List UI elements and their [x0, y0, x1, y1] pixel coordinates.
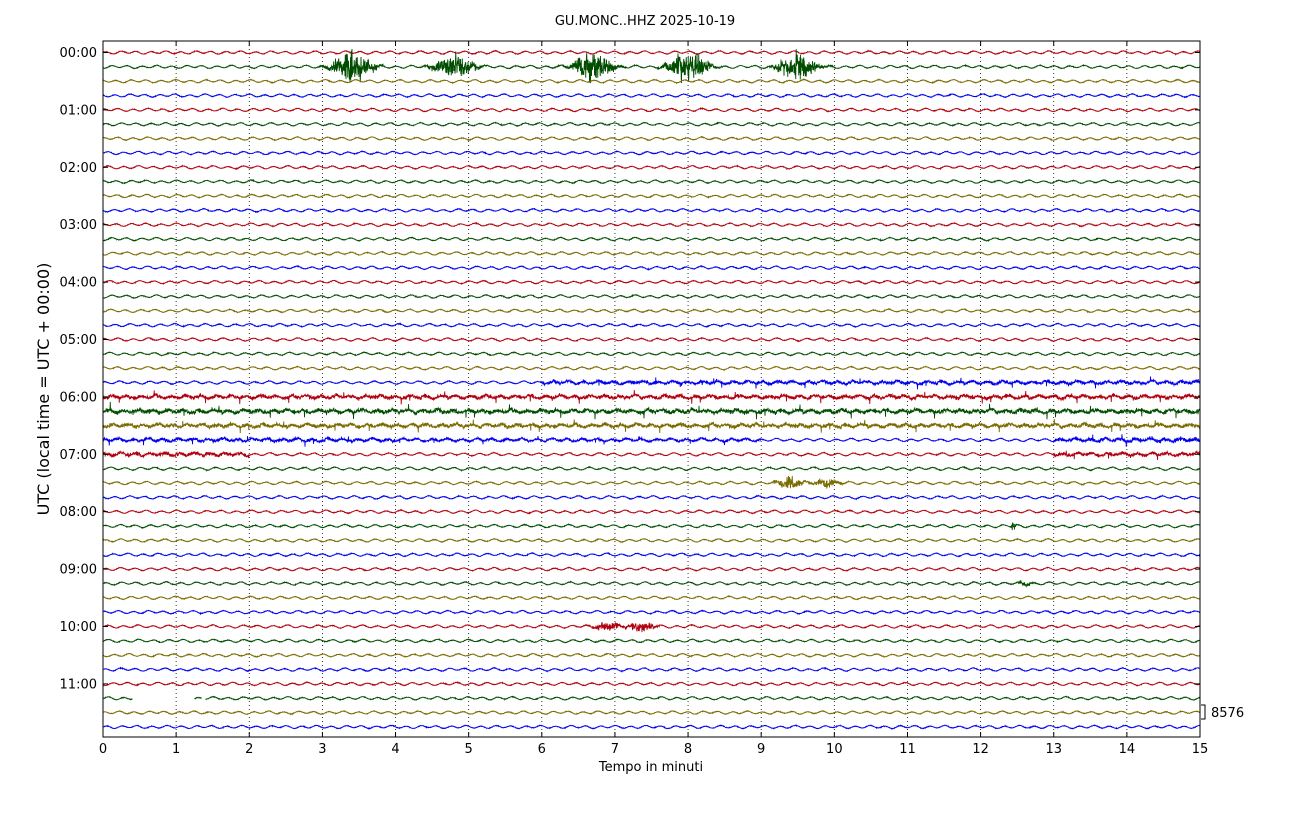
grid-lines — [175, 41, 1128, 737]
seismic-trace — [102, 150, 1201, 156]
seismic-trace — [102, 77, 1201, 85]
seismic-trace — [102, 307, 1201, 314]
y-tick-label: 06:00 — [60, 390, 97, 405]
chart-title: GU.MONC..HHZ 2025-10-19 — [555, 14, 735, 29]
seismic-trace — [102, 724, 1201, 730]
seismic-trace — [102, 537, 1201, 544]
y-tick-label: 01:00 — [60, 103, 97, 118]
seismic-trace — [102, 236, 1201, 243]
seismic-trace — [102, 418, 1201, 434]
seismic-trace — [102, 681, 1201, 687]
seismic-trace — [102, 494, 1201, 501]
seismic-trace — [102, 250, 1201, 257]
y-tick-label: 05:00 — [60, 333, 97, 348]
x-axis-label: Tempo in minuti — [598, 760, 703, 775]
y-tick-label: 10:00 — [60, 620, 97, 635]
y-axis-label: UTC (local time = UTC + 00:00) — [34, 263, 53, 516]
seismic-trace — [102, 376, 1201, 390]
y-axis-ticks: 00:00 01:00 02:00 03:00 04:00 05:00 06:00 07:00… — [60, 46, 1200, 692]
x-tick-label: 3 — [318, 742, 326, 757]
seismic-trace — [102, 264, 1201, 271]
seismic-trace — [102, 49, 1201, 56]
x-tick-label: 13 — [1045, 742, 1062, 757]
x-tick-label: 12 — [972, 742, 989, 757]
seismic-trace — [102, 121, 1201, 128]
seismic-trace — [102, 434, 1201, 447]
seismic-trace — [102, 551, 1201, 558]
seismic-trace — [102, 638, 1201, 644]
seismic-trace — [102, 192, 1201, 200]
seismic-trace — [102, 279, 1201, 286]
seismic-traces — [102, 48, 1201, 730]
scale-bar: 8576 — [1201, 704, 1244, 721]
seismic-trace — [102, 609, 1201, 616]
seismic-trace — [102, 709, 1201, 716]
x-tick-label: 15 — [1192, 742, 1209, 757]
seismic-trace — [102, 652, 1201, 659]
seismic-trace — [102, 92, 1201, 99]
x-tick-label: 2 — [245, 742, 253, 757]
seismic-trace — [102, 475, 1201, 489]
seismic-trace — [102, 522, 1201, 531]
seismic-trace — [102, 135, 1201, 142]
seismic-trace — [102, 666, 1201, 673]
scale-label: 8576 — [1211, 706, 1244, 721]
y-tick-label: 04:00 — [60, 276, 97, 291]
x-tick-label: 7 — [611, 742, 619, 757]
x-tick-label: 14 — [1119, 742, 1136, 757]
x-tick-label: 11 — [899, 742, 916, 757]
y-tick-label: 03:00 — [60, 218, 97, 233]
seismic-trace — [102, 164, 1201, 171]
seismic-trace — [102, 336, 1201, 343]
plot-frame — [102, 40, 1201, 738]
seismic-trace — [102, 594, 1201, 601]
y-tick-label: 02:00 — [60, 161, 97, 176]
seismic-trace — [102, 106, 1201, 114]
seismic-trace — [102, 389, 1201, 405]
seismic-trace — [102, 508, 1201, 515]
x-tick-label: 8 — [684, 742, 692, 757]
seismic-trace — [102, 621, 1201, 633]
seismic-trace — [102, 695, 1201, 702]
x-tick-label: 0 — [99, 742, 107, 757]
seismic-trace — [102, 449, 1201, 461]
y-tick-label: 07:00 — [60, 448, 97, 463]
seismic-trace — [102, 579, 1201, 588]
seismic-trace — [102, 293, 1201, 300]
seismic-trace — [102, 322, 1201, 329]
x-tick-label: 9 — [757, 742, 765, 757]
x-tick-label: 10 — [826, 742, 843, 757]
x-tick-label: 4 — [391, 742, 399, 757]
seismic-trace — [102, 365, 1201, 372]
y-tick-label: 11:00 — [60, 677, 97, 692]
seismic-trace — [102, 207, 1201, 214]
y-tick-label: 08:00 — [60, 505, 97, 520]
seismic-trace — [102, 566, 1201, 572]
seismic-trace — [102, 221, 1201, 228]
x-axis-ticks: 0 1 2 3 4 5 6 7 8 9 10 11 12 13 14 15 — [99, 41, 1208, 757]
x-tick-label: 6 — [538, 742, 546, 757]
x-tick-label: 5 — [465, 742, 473, 757]
y-tick-label: 00:00 — [60, 46, 97, 61]
y-tick-label: 09:00 — [60, 563, 97, 578]
x-tick-label: 1 — [172, 742, 180, 757]
seismic-trace — [102, 178, 1201, 185]
seismic-trace — [102, 351, 1201, 357]
seismic-trace — [102, 401, 1201, 420]
seismic-trace — [102, 48, 1201, 84]
seismic-trace — [102, 465, 1201, 473]
